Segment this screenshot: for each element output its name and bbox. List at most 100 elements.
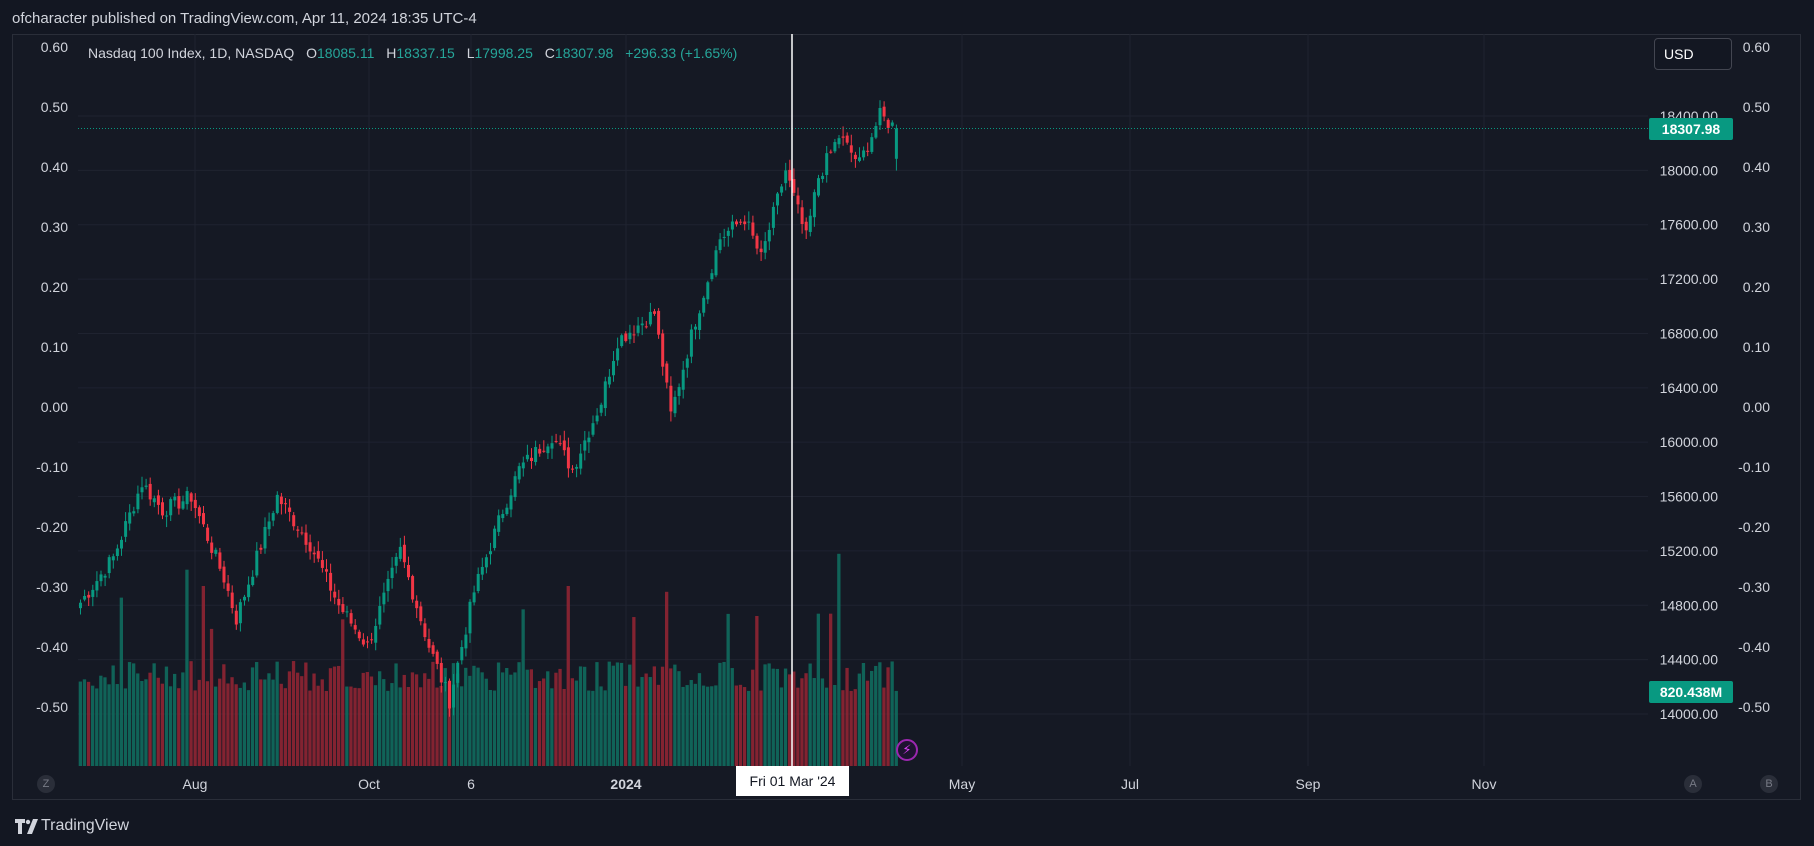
price-tick-label: 14000.00 <box>1660 706 1719 722</box>
candle-body <box>595 415 599 422</box>
candle-body <box>780 186 784 193</box>
last-price-badge: 18307.98 <box>1649 118 1733 140</box>
volume-bar <box>726 613 730 766</box>
candle-body <box>197 507 201 517</box>
volume-bar <box>394 663 398 766</box>
lightning-icon[interactable]: ⚡ <box>896 739 918 761</box>
zoom-reset-button[interactable]: Z <box>37 775 55 793</box>
candle-body <box>882 106 886 117</box>
right-scale-tick-label: 0.30 <box>1743 219 1770 235</box>
volume-bar <box>181 672 185 766</box>
volume-bar <box>496 662 501 766</box>
candle-body <box>210 542 214 553</box>
candle-body <box>124 521 128 537</box>
volume-bar <box>148 672 152 766</box>
volume-bar <box>648 677 652 766</box>
candle-body <box>685 358 689 368</box>
auto-scale-button[interactable]: A <box>1684 775 1702 793</box>
volume-bar <box>796 687 800 766</box>
volume-bar <box>751 669 755 766</box>
volume-bar <box>119 597 123 766</box>
candle-body <box>337 598 341 606</box>
candle-body <box>722 236 726 238</box>
volume-bar <box>107 684 111 766</box>
volume-bar <box>636 686 640 766</box>
candle-body <box>312 552 316 555</box>
volume-bar <box>341 619 345 766</box>
candle-body <box>566 447 570 469</box>
chart-frame[interactable] <box>12 34 1801 800</box>
right-scale-tick-label: 0.20 <box>1743 279 1770 295</box>
candle-body <box>452 684 456 708</box>
candle-body <box>427 638 431 648</box>
candle-body <box>132 511 136 514</box>
volume-bar <box>132 663 136 766</box>
volume-bar <box>365 672 369 766</box>
volume-bar <box>656 684 661 766</box>
volume-bar <box>689 680 693 766</box>
volume-bar <box>468 675 472 766</box>
volume-bar <box>599 686 603 766</box>
price-tick-label: 16000.00 <box>1660 434 1719 450</box>
candle-body <box>550 443 554 449</box>
volume-bar <box>337 665 341 766</box>
candle-body <box>858 157 861 161</box>
candle-body <box>202 513 205 525</box>
candle-body <box>144 485 148 487</box>
candle-body <box>718 239 722 251</box>
volume-bar <box>742 687 747 766</box>
candle-body <box>579 453 583 469</box>
candles <box>79 100 898 717</box>
candle-body <box>370 639 374 641</box>
candle-body <box>677 387 681 396</box>
candle-body <box>230 592 234 609</box>
publish-text: ofcharacter published on TradingView.com… <box>12 10 477 27</box>
volume-bar <box>537 681 542 766</box>
candle-body <box>497 515 501 532</box>
tradingview-logo-icon[interactable] <box>14 816 40 836</box>
volume-bar <box>718 662 722 766</box>
candle-body <box>464 634 468 649</box>
candle-body <box>279 496 283 505</box>
candle-body <box>681 369 685 390</box>
candle-body <box>407 564 410 578</box>
volume-bar <box>373 685 378 766</box>
volume-bar <box>587 690 591 766</box>
b-button[interactable]: B <box>1760 775 1778 793</box>
left-scale-tick-label: 0.10 <box>41 339 68 355</box>
volume-bar <box>697 673 702 766</box>
volume-bar <box>95 688 99 766</box>
currency-button[interactable]: USD <box>1654 38 1732 70</box>
volume-bar <box>156 677 160 766</box>
candle-body <box>107 557 111 574</box>
volume-bar <box>619 662 624 766</box>
candle-body <box>509 495 513 510</box>
candle-body <box>390 567 394 579</box>
candle-body <box>259 547 263 550</box>
volume-bar <box>570 678 574 766</box>
volume-bar <box>222 664 226 766</box>
volume-bar <box>386 690 390 766</box>
candle-body <box>878 108 882 126</box>
symbol-legend[interactable]: Nasdaq 100 Index, 1D, NASDAQ O18085.11 H… <box>88 45 737 61</box>
volume-badge: 820.438M <box>1649 681 1733 703</box>
left-scale-tick-label: -0.20 <box>36 519 68 535</box>
volume-bar <box>160 683 164 766</box>
price-tick-label: 17200.00 <box>1660 271 1719 287</box>
candle-body <box>525 454 529 460</box>
legend-low: 17998.25 <box>474 45 533 61</box>
candle-body <box>845 135 849 143</box>
candle-body <box>275 494 279 513</box>
volume-bar <box>706 686 710 766</box>
volume-bar <box>874 665 878 766</box>
tradingview-logo-text[interactable]: TradingView <box>41 817 130 834</box>
legend-close-label: C <box>544 45 555 61</box>
volume-bar <box>546 671 550 766</box>
candle-body <box>333 591 337 598</box>
volume-bar <box>164 666 169 766</box>
candle-body <box>894 128 898 159</box>
candle-body <box>821 175 825 180</box>
candle-body <box>91 589 95 597</box>
candle-body <box>222 566 226 583</box>
